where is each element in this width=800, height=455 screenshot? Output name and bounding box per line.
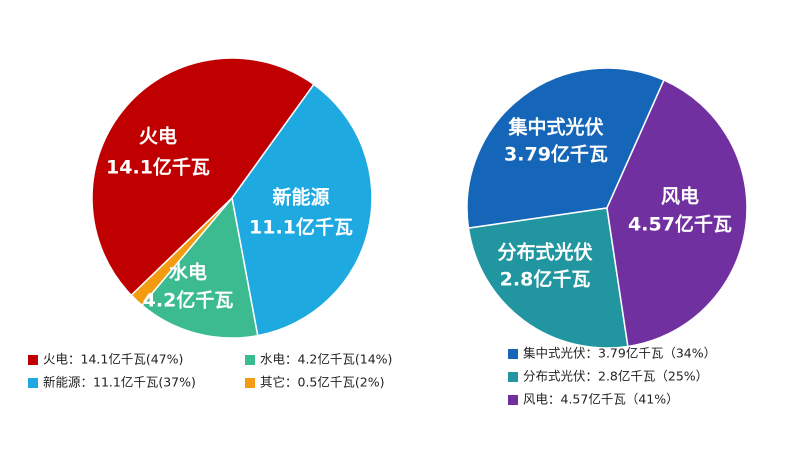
slice-label: 集中式光伏	[507, 116, 603, 139]
legend-text: 水电：4.2亿千瓦(14%)	[260, 352, 392, 367]
pie-slice	[130, 197, 233, 307]
slice-label: 14.1亿千瓦	[106, 156, 210, 179]
legend-swatch	[508, 372, 518, 382]
legend-swatch	[508, 395, 518, 405]
legend-text: 分布式光伏：2.8亿千瓦（25%）	[523, 369, 708, 384]
legend-text: 集中式光伏：3.79亿千瓦（34%）	[523, 346, 716, 361]
legend-text: 其它：0.5亿千瓦(2%)	[260, 375, 384, 390]
pie-slice	[467, 207, 629, 349]
legend-text: 风电：4.57亿千瓦（41%）	[523, 392, 679, 407]
slice-label: 11.1亿千瓦	[249, 216, 353, 239]
legend-swatch	[28, 355, 38, 365]
slice-label: 4.2亿千瓦	[143, 289, 234, 312]
legend-swatch	[28, 378, 38, 388]
slice-label: 3.79亿千瓦	[504, 143, 608, 166]
slice-label: 水电	[169, 261, 207, 284]
slice-label: 火电	[139, 125, 177, 148]
pie-slice	[606, 79, 748, 348]
slice-label: 2.8亿千瓦	[500, 268, 591, 291]
legend-swatch	[508, 349, 518, 359]
slice-label: 风电	[661, 185, 699, 208]
legend-swatch	[245, 355, 255, 365]
slice-label: 分布式光伏	[497, 241, 592, 264]
pie-slice	[91, 57, 315, 297]
pie-slice	[231, 83, 373, 337]
slice-label: 4.57亿千瓦	[628, 213, 732, 236]
legend-text: 新能源：11.1亿千瓦(37%)	[43, 375, 196, 390]
legend-swatch	[245, 378, 255, 388]
pie-slice	[466, 67, 665, 229]
legend-text: 火电：14.1亿千瓦(47%)	[43, 352, 183, 367]
pie-slice	[140, 196, 259, 339]
slice-label: 新能源	[272, 186, 329, 209]
